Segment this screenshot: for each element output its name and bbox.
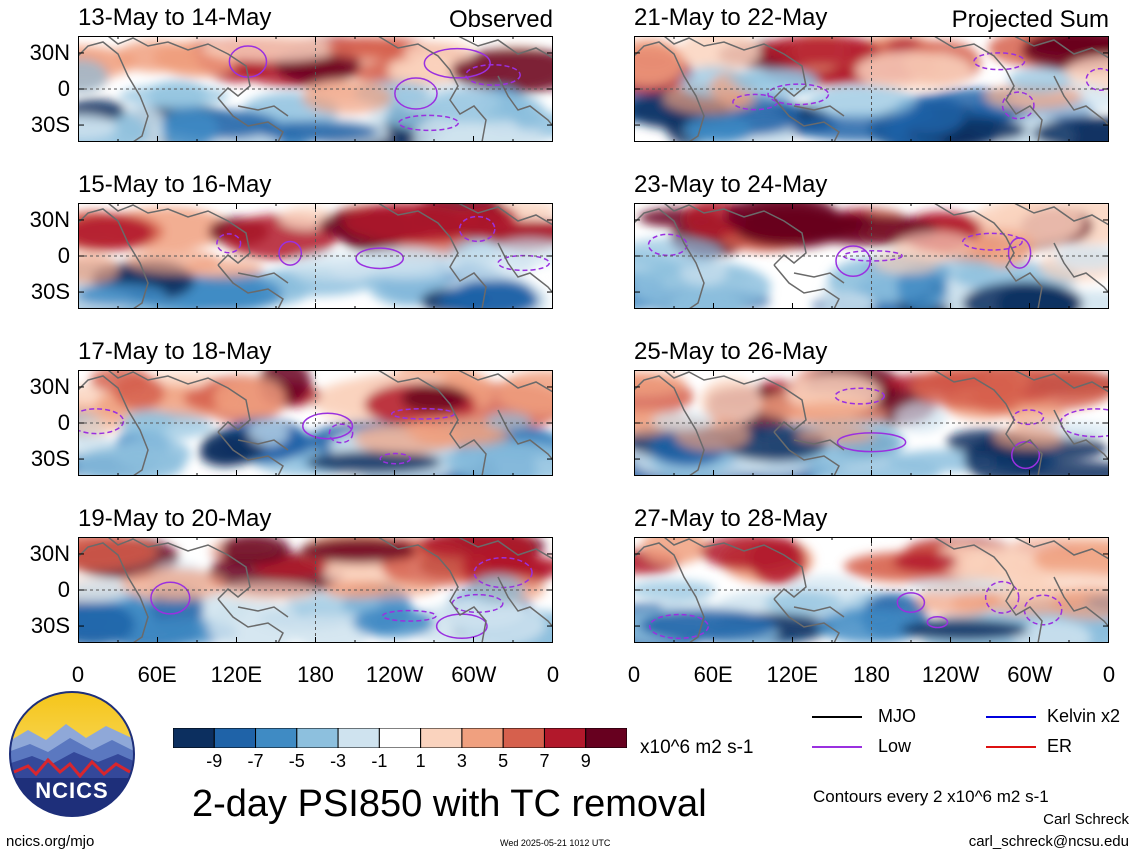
logo-text: NCICS — [35, 778, 109, 803]
psi850-map-panel — [634, 537, 1109, 643]
colorbar-swatch — [296, 728, 339, 748]
colorbar-label: -5 — [288, 751, 305, 771]
colorbar-swatch — [173, 728, 215, 748]
longitude-label: 60W — [451, 662, 497, 687]
colorbar-swatch — [213, 728, 257, 748]
longitude-label: 60W — [1007, 662, 1053, 687]
longitude-label: 0 — [627, 662, 641, 687]
projected-sum-tag: Projected Sum — [951, 6, 1109, 33]
colorbar-swatch — [255, 728, 298, 748]
site-url: ncics.org/mjo — [6, 833, 95, 850]
longitude-label: 120E — [210, 662, 263, 687]
colorbar-label: -9 — [206, 751, 223, 771]
longitude-label: 0 — [71, 662, 85, 687]
panel-title: 15-May to 16-May — [78, 171, 272, 198]
legend-kelvin-line — [986, 716, 1036, 718]
unit-label: x10^6 m2 s-1 — [640, 737, 754, 758]
latitude-label: 0 — [57, 577, 70, 602]
longitude-label: 0 — [546, 662, 560, 687]
panel-title: 25-May to 26-May — [634, 338, 828, 365]
colorbar-swatch — [585, 728, 627, 748]
legend-er-line — [986, 746, 1036, 748]
colorbar-label: -3 — [330, 751, 347, 771]
colorbar-swatch — [420, 728, 463, 748]
legend-low-line — [812, 746, 862, 748]
colorbar-label: 5 — [498, 751, 509, 771]
longitude-label: 180 — [853, 662, 890, 687]
psi850-map-panel — [634, 370, 1109, 476]
colorbar-label: 9 — [580, 751, 591, 771]
colorbar-label: -1 — [371, 751, 388, 771]
latitude-label: 30S — [30, 446, 70, 472]
longitude-label: 180 — [297, 662, 334, 687]
latitude-label: 30N — [29, 373, 70, 399]
legend-er-label: ER — [1047, 736, 1073, 756]
psi850-map-panel — [78, 370, 553, 476]
colorbar-swatch — [378, 728, 422, 748]
colorbar-label: 1 — [415, 751, 426, 771]
panel-title: 17-May to 18-May — [78, 338, 272, 365]
contour-note: Contours every 2 x10^6 m2 s-1 — [813, 787, 1049, 806]
longitude-label: 60E — [137, 662, 177, 687]
legend-mjo-label: MJO — [878, 706, 916, 726]
panel-title: 21-May to 22-May — [634, 4, 828, 31]
colorbar-swatch — [502, 728, 545, 748]
ncics-logo-graphic — [9, 691, 135, 817]
figure-title: 2-day PSI850 with TC removal — [192, 783, 707, 825]
latitude-label: 30N — [29, 206, 70, 232]
colorbar — [173, 728, 627, 748]
psi850-map-panel — [634, 36, 1109, 142]
colorbar-swatches — [173, 728, 627, 748]
longitude-label: 120W — [921, 662, 980, 687]
observed-tag: Observed — [448, 6, 553, 33]
legend-mjo-line — [812, 716, 862, 718]
legend: MJO Kelvin x2 Low ER — [812, 702, 1132, 762]
latitude-label: 30S — [30, 279, 70, 305]
latitude-label: 30N — [29, 39, 70, 65]
longitude-label: 120W — [365, 662, 424, 687]
longitude-label: 0 — [1102, 662, 1116, 687]
latitude-label: 30S — [30, 112, 70, 138]
colorbar-swatch — [337, 728, 380, 748]
ncics-logo: NCICS — [8, 690, 136, 818]
longitude-label: 120E — [766, 662, 819, 687]
author: Carl Schreck — [1043, 811, 1129, 828]
colorbar-swatch — [461, 728, 504, 748]
longitude-label: 60E — [693, 662, 733, 687]
psi850-map-panel — [78, 537, 553, 643]
latitude-label: 0 — [57, 410, 70, 435]
panel-title: 23-May to 24-May — [634, 171, 828, 198]
psi850-map-panel — [78, 203, 553, 309]
psi850-map-panel — [634, 203, 1109, 309]
panel-title: 13-May to 14-May — [78, 4, 272, 31]
legend-low-label: Low — [878, 736, 912, 756]
psi850-map-panel — [78, 36, 553, 142]
latitude-label: 30S — [30, 613, 70, 639]
author-email: carl_schreck@ncsu.edu — [968, 833, 1129, 850]
legend-kelvin-label: Kelvin x2 — [1047, 706, 1121, 726]
panel-title: 27-May to 28-May — [634, 505, 828, 532]
panel-title: 19-May to 20-May — [78, 505, 272, 532]
colorbar-label: 7 — [539, 751, 550, 771]
latitude-label: 0 — [57, 243, 70, 268]
timestamp: Wed 2025-05-21 1012 UTC — [500, 838, 611, 848]
colorbar-swatch — [543, 728, 587, 748]
colorbar-label: -7 — [247, 751, 264, 771]
latitude-label: 30N — [29, 540, 70, 566]
colorbar-label: 3 — [456, 751, 467, 771]
latitude-label: 0 — [57, 76, 70, 101]
